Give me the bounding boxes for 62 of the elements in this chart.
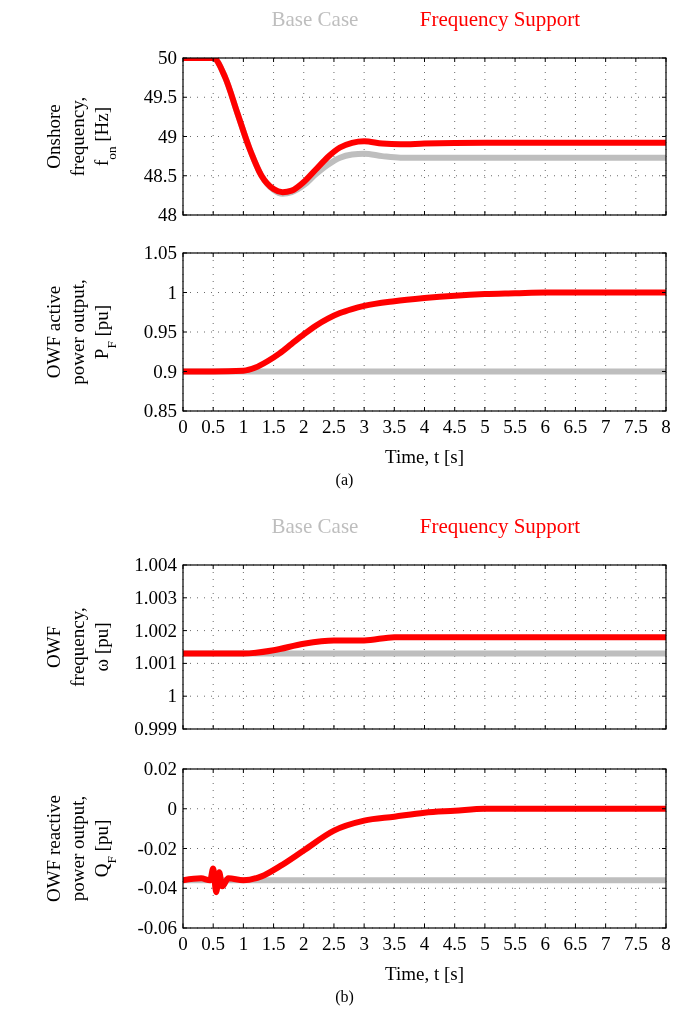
y-tick-label: 0 bbox=[167, 797, 177, 819]
y-tick-label: -0.02 bbox=[137, 837, 177, 859]
x-tick-label: 3 bbox=[359, 416, 369, 437]
x-tick-label: 4.5 bbox=[442, 933, 467, 954]
y-tick-label: 1 bbox=[167, 685, 177, 707]
text: Base Case bbox=[271, 7, 359, 31]
y-tick-label: 1.003 bbox=[134, 586, 177, 608]
x-tick-label: 3.5 bbox=[382, 933, 407, 954]
x-tick-label: 7 bbox=[600, 416, 611, 437]
x-tick-label: 1 bbox=[238, 933, 249, 954]
y-tick-label: 49 bbox=[158, 125, 177, 147]
x-tick-label: 1 bbox=[238, 416, 249, 437]
y-tick-label: 0.02 bbox=[143, 758, 177, 779]
y-tick-label: 1.001 bbox=[134, 652, 177, 674]
x-tick-label: 6.5 bbox=[563, 933, 588, 954]
x-tick-label: 8 bbox=[661, 416, 671, 437]
x-tick-label: 5.5 bbox=[503, 933, 527, 954]
x-tick-label: 7.5 bbox=[623, 933, 648, 954]
y-tick-label: 50 bbox=[158, 47, 177, 68]
y-axis-title: OWF frequency, ω [pu] bbox=[43, 607, 112, 687]
x-tick-label: 3.5 bbox=[382, 416, 407, 437]
x-tick-label: 6.5 bbox=[563, 416, 588, 437]
x-tick-label: 4 bbox=[419, 933, 430, 954]
x-tick-label: 7 bbox=[600, 933, 611, 954]
x-tick-label: 2.5 bbox=[322, 933, 346, 954]
x-tick-label: 8 bbox=[661, 933, 671, 954]
y-tick-label: 49.5 bbox=[143, 86, 177, 108]
x-axis-title: Time, t [s] bbox=[384, 963, 465, 984]
text: Base Case bbox=[271, 514, 359, 538]
x-tick-label: 7.5 bbox=[623, 416, 648, 437]
x-tick-label: 4.5 bbox=[442, 416, 467, 437]
x-tick-label: 3 bbox=[359, 933, 369, 954]
y-tick-label: 48.5 bbox=[143, 164, 177, 186]
y-tick-label: 0.9 bbox=[153, 360, 177, 382]
y-tick-label: 1 bbox=[167, 281, 177, 303]
text: Frequency Support bbox=[419, 7, 581, 31]
text: Frequency Support bbox=[419, 514, 581, 538]
x-tick-label: 5 bbox=[480, 416, 490, 437]
y-tick-label: 0.999 bbox=[134, 718, 177, 739]
x-tick-label: 6 bbox=[540, 416, 550, 437]
x-tick-label: 0.5 bbox=[201, 933, 226, 954]
x-tick-label: 2 bbox=[299, 416, 309, 437]
y-tick-label: 1.004 bbox=[134, 554, 178, 575]
x-tick-label: 5 bbox=[480, 933, 490, 954]
x-tick-label: 1.5 bbox=[261, 416, 286, 437]
y-tick-label: 0.95 bbox=[143, 321, 177, 342]
y-tick-label: -0.04 bbox=[137, 877, 178, 899]
y-tick-label: 1.05 bbox=[143, 242, 177, 263]
x-tick-label: 5.5 bbox=[503, 416, 527, 437]
x-tick-label: 2 bbox=[299, 933, 309, 954]
x-axis-title: Time, t [s] bbox=[384, 446, 465, 467]
y-tick-label: 48 bbox=[158, 204, 177, 225]
x-tick-label: 0.5 bbox=[201, 416, 226, 437]
x-tick-label: 4 bbox=[419, 416, 430, 437]
text: (a) bbox=[335, 471, 354, 489]
x-tick-label: 1.5 bbox=[261, 933, 286, 954]
text: (b) bbox=[335, 988, 354, 1006]
y-tick-label: 1.002 bbox=[134, 619, 177, 641]
x-tick-label: 2.5 bbox=[322, 416, 346, 437]
y-tick-label: 0.85 bbox=[143, 400, 177, 421]
y-tick-label: -0.06 bbox=[137, 917, 177, 938]
x-tick-label: 6 bbox=[540, 933, 550, 954]
